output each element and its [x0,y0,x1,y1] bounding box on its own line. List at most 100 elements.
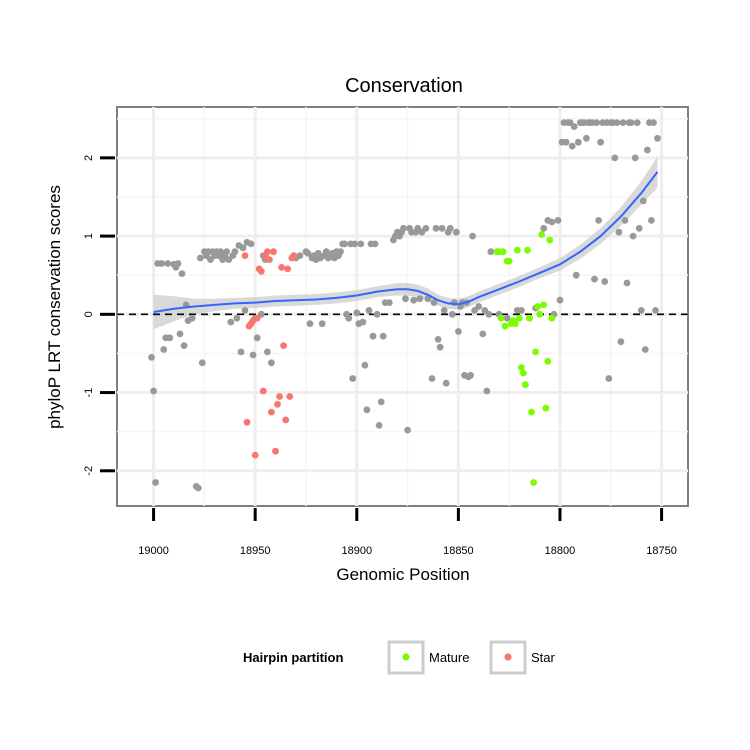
data-point-other [188,314,196,322]
data-point-star [276,393,283,400]
legend-dot-star [504,653,512,661]
data-point-other [422,224,430,232]
data-point-mature [524,246,531,254]
data-point-other [164,260,172,267]
data-point-other [597,138,604,146]
data-point-other [518,307,525,314]
data-point-mature [520,369,527,377]
data-point-mature [542,404,550,412]
y-axis: -2 -1 0 1 2 [83,155,115,476]
data-point-other [194,484,202,492]
data-point-other [570,123,578,130]
legend-label-star: Star [531,650,556,665]
legend-label-mature: Mature [429,650,469,665]
legend-title: Hairpin partition [243,650,343,665]
data-point-other [375,422,383,429]
data-point-other [404,426,411,434]
x-tick-label: 18850 [443,545,474,557]
data-point-other [641,346,649,353]
data-point-other [572,271,580,279]
data-point-other [639,197,647,205]
data-point-other [178,270,186,277]
data-point-star [268,408,275,416]
data-point-mature [499,248,507,256]
data-point-mature [536,310,544,318]
data-point-other [438,224,446,232]
data-point-other [361,361,369,369]
data-point-other [231,248,239,256]
data-point-other [436,343,444,351]
data-point-other [148,354,155,361]
data-point-star [278,264,285,271]
y-axis-title: phyloP LRT conservation scores [45,185,64,429]
data-point-other [249,351,257,359]
x-tick-label: 18800 [545,545,576,557]
data-point-other [605,375,613,382]
data-point-other [369,332,377,340]
data-point-other [633,119,641,126]
data-point-other [554,217,562,224]
data-point-other [345,314,353,322]
chart-title: Conservation [345,75,463,97]
data-point-other [442,379,450,387]
data-point-other [428,375,436,382]
data-point-other [237,348,245,356]
data-point-star [282,416,290,424]
data-point-mature [505,257,513,265]
data-point-other [306,320,314,328]
data-point-star [241,252,249,259]
x-tick-label: 19000 [138,545,169,557]
data-point-mature [532,348,539,356]
data-point-other [562,138,570,146]
x-tick-label: 18750 [646,545,677,557]
data-point-other [455,328,462,335]
data-point-mature [511,320,519,328]
data-point-mature [528,408,535,416]
data-point-other [574,138,582,146]
data-point-other [385,299,393,306]
data-point-mature [530,479,537,486]
data-point-other [548,218,556,226]
data-point-other [601,278,609,285]
data-point-other [180,342,188,349]
data-point-star [253,314,261,322]
data-point-other [341,240,348,248]
data-point-mature [515,314,523,322]
data-point-star [257,267,265,275]
data-point-other [652,307,659,314]
data-point-other [253,334,261,342]
data-point-other [239,244,247,252]
data-point-other [166,334,174,342]
data-point-other [371,240,379,248]
data-point-other [365,307,373,314]
data-point-other [615,228,623,236]
data-point-other [357,240,365,248]
x-axis: 19000 18950 18900 18850 18800 18750 [138,508,677,557]
data-point-other [591,275,598,283]
data-point-mature [518,364,525,371]
data-point-other [503,314,511,322]
data-point-other [617,338,625,346]
data-point-star [270,248,277,256]
y-tick-label: 2 [83,155,95,161]
data-point-other [485,310,493,318]
data-point-mature [513,246,521,254]
data-point-other [264,348,271,356]
data-point-mature [522,381,529,389]
data-point-other [568,142,576,150]
smooth-trend-line [153,171,659,313]
data-point-other [337,248,344,256]
data-point-other [400,224,407,232]
data-point-other [440,307,448,314]
data-point-star [259,387,267,395]
data-point-other [152,479,160,486]
data-point-other [556,296,564,304]
data-point-other [402,295,409,303]
y-tick-label: 1 [83,233,95,239]
data-point-other [583,134,590,142]
data-point-other [434,336,442,343]
data-point-star [290,252,298,259]
data-point-star [251,451,259,459]
data-point-star [266,256,273,263]
data-point-star [243,418,251,426]
